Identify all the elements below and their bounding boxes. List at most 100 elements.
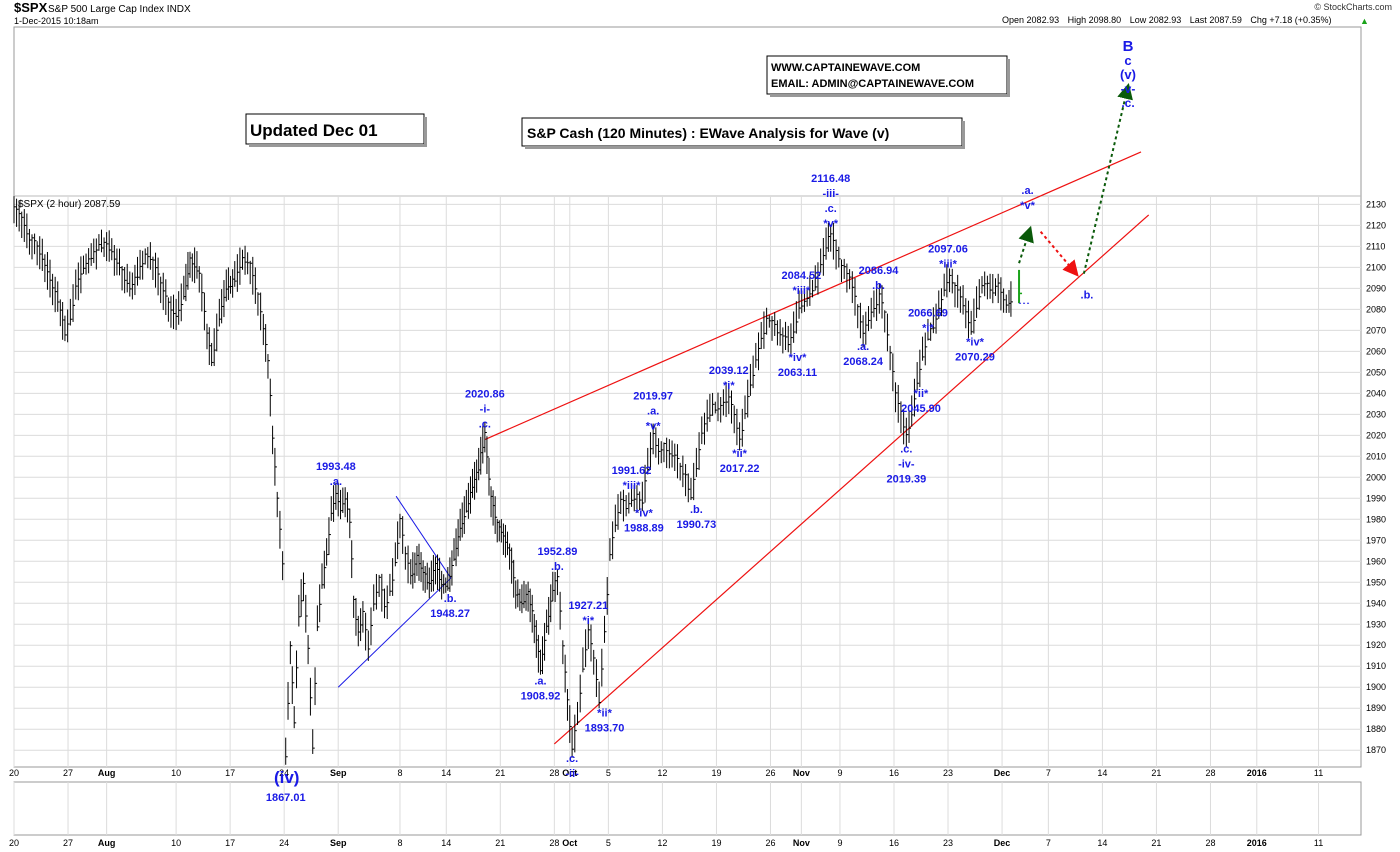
x-tick-label-bottom: 7 (1046, 838, 1051, 848)
x-tick-label: 10 (171, 768, 181, 778)
wave-label: 2019.97 (633, 390, 673, 402)
x-tick-label: 7 (1046, 768, 1051, 778)
x-axis: 20 27 Aug 10 17 24 Sep 8 14 21 28 Oct 5 12 19 26 Nov 9 16 2… (9, 768, 1323, 778)
y-tick-label: 1890 (1366, 703, 1386, 713)
wave-label: 2017.22 (720, 463, 760, 475)
lower-panel-frame (13, 781, 1362, 836)
y-tick-label: 2120 (1366, 220, 1386, 230)
wave-label: .a. (534, 676, 546, 688)
chart-datetime: 1-Dec-2015 10:18am (14, 16, 99, 26)
y-tick-label: 2100 (1366, 262, 1386, 272)
y-tick-label: 1920 (1366, 640, 1386, 650)
wave-label: .a. (857, 341, 869, 353)
x-tick-label: 28 (549, 768, 559, 778)
wave-label: *iii* (623, 480, 641, 492)
website-text: WWW.CAPTAINEWAVE.COM (771, 62, 920, 74)
change-up-icon: ▲ (1360, 16, 1369, 26)
updated-box: Updated Dec 01 (245, 113, 427, 147)
wave-label: *iv* (789, 352, 807, 364)
y-tick-label: 2130 (1366, 199, 1386, 209)
wave-label: .b. (444, 593, 457, 605)
x-tick-label: Dec (994, 768, 1011, 778)
email-text: EMAIL: ADMIN@CAPTAINEWAVE.COM (771, 78, 974, 90)
top-stack-label: c (1124, 53, 1131, 68)
wave-label: *ii* (914, 388, 929, 400)
source-credit: © StockCharts.com (1314, 2, 1392, 12)
wave-label: .a. (1021, 185, 1033, 197)
triangle-line (395, 495, 452, 579)
wave-label: 1927.21 (568, 600, 608, 612)
x-tick-label-bottom: 12 (657, 838, 667, 848)
wave-label: 2097.06 (928, 244, 968, 256)
y-tick-label: 1980 (1366, 514, 1386, 524)
wave-label: 1990.73 (676, 519, 716, 531)
legend-series: $SPX (2 hour) 2087.59 (18, 199, 121, 210)
x-tick-label: 14 (1097, 768, 1107, 778)
wave-label: *iii* (939, 259, 957, 271)
index-name: S&P 500 Large Cap Index INDX (48, 4, 191, 15)
y-tick-label: 1930 (1366, 619, 1386, 629)
wave-label: 2020.86 (465, 389, 505, 401)
x-tick-label-bottom: 8 (397, 838, 402, 848)
wave-label: -iv- (898, 459, 915, 471)
x-tick-label-bottom: Dec (994, 838, 1011, 848)
x-tick-label-bottom: Aug (98, 838, 116, 848)
wave-label: *ii* (597, 707, 612, 719)
y-tick-label: 2070 (1366, 325, 1386, 335)
x-tick-label-bottom: 10 (171, 838, 181, 848)
wave-label: 1867.01 (266, 792, 306, 804)
x-tick-label-bottom: 26 (765, 838, 775, 848)
y-axis: 1870 1880 1890 1900 1910 1920 1930 1940 1950 1960… (1366, 199, 1386, 755)
y-tick-label: 2000 (1366, 472, 1386, 482)
x-tick-label: 5 (606, 768, 611, 778)
x-tick-label-bottom: 17 (225, 838, 235, 848)
wave-label: 2070.29 (955, 352, 995, 364)
wave-label: *v* (823, 218, 838, 230)
x-tick-label: 17 (225, 768, 235, 778)
x-tick-label: 14 (441, 768, 451, 778)
x-tick-label-bottom: Nov (793, 838, 810, 848)
wave-label: *i* (723, 380, 735, 392)
x-tick-label-bottom: 5 (606, 838, 611, 848)
x-tick-label-bottom: 21 (1151, 838, 1161, 848)
wave-label: *ii* (732, 448, 747, 460)
top-stack-label: (v) (1120, 67, 1136, 82)
x-tick-label: 23 (943, 768, 953, 778)
y-tick-label: 1990 (1366, 493, 1386, 503)
chart-title: S&P Cash (120 Minutes) : EWave Analysis … (527, 125, 889, 141)
wave-label: 2068.24 (843, 356, 884, 368)
y-tick-label: 1950 (1366, 577, 1386, 587)
triangle-line (337, 577, 452, 688)
wave-label: 1908.92 (521, 691, 561, 703)
x-tick-label: Nov (793, 768, 810, 778)
x-tick-label: 28 (1205, 768, 1215, 778)
price-panel-frame (13, 26, 1362, 768)
wave-label: *i* (582, 615, 594, 627)
contact-box: WWW.CAPTAINEWAVE.COM EMAIL: ADMIN@CAPTAI… (766, 55, 1010, 97)
x-tick-label-bottom: 21 (495, 838, 505, 848)
y-tick-label: 1910 (1366, 661, 1386, 671)
wave-label: *v* (1020, 200, 1035, 212)
x-tick-label-bottom: 9 (837, 838, 842, 848)
x-tick-label-bottom: 11 (1314, 838, 1323, 848)
wave-label: .b. (1081, 290, 1094, 302)
wave-label: .c. (825, 203, 837, 215)
y-tick-label: 1970 (1366, 535, 1386, 545)
x-tick-label: Oct (562, 768, 577, 778)
x-axis-bottom: 20 27 Aug 10 17 24 Sep 8 14 21 28 Oct 5 12 19 26 Nov 9 16 2… (9, 838, 1323, 848)
x-tick-label-bottom: 27 (63, 838, 73, 848)
wave-label: 2019.39 (886, 474, 926, 486)
y-tick-label: 2050 (1366, 367, 1386, 377)
wave-label: .b. (690, 504, 703, 516)
top-stack-label: B (1123, 38, 1134, 55)
wave-label: 2084.52 (781, 270, 821, 282)
x-tick-label: 12 (657, 768, 667, 778)
x-tick-label: 21 (1151, 768, 1161, 778)
y-tick-label: 2040 (1366, 388, 1386, 398)
y-tick-label: 1880 (1366, 724, 1386, 734)
wave-label: .c. (900, 444, 912, 456)
x-tick-label: 21 (495, 768, 505, 778)
wave-label: *iv* (966, 337, 984, 349)
x-tick-label-bottom: 20 (9, 838, 19, 848)
